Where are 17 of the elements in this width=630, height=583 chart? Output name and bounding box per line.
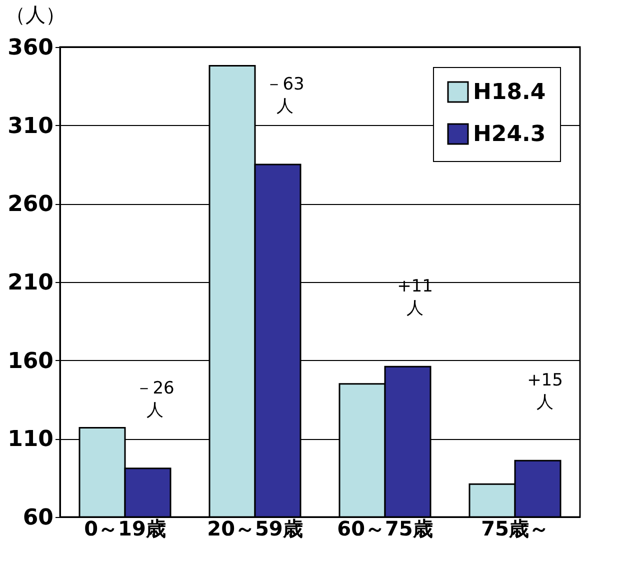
- x-tick-label: 0～19歳: [84, 516, 166, 540]
- y-axis-title: （人）: [6, 2, 66, 26]
- annotation: －63 人: [266, 74, 304, 116]
- y-tick-label: 210: [8, 270, 54, 296]
- annotation: －26 人: [136, 378, 174, 420]
- x-tick-label: 20～59歳: [207, 516, 303, 540]
- annotation: +15 人: [527, 370, 563, 413]
- y-tick-label: 160: [8, 348, 54, 374]
- x-tick-label: 75歳～: [481, 516, 549, 540]
- x-tick-label: 60～75歳: [337, 516, 433, 540]
- legend-label: H18.4: [473, 80, 546, 105]
- y-tick-label: 310: [8, 114, 54, 139]
- y-tick-label: 360: [8, 36, 54, 60]
- y-tick-label: 260: [8, 192, 54, 218]
- legend-label: H24.3: [473, 122, 546, 147]
- y-tick-label: 110: [8, 427, 54, 452]
- y-tick-label: 60: [22, 506, 54, 530]
